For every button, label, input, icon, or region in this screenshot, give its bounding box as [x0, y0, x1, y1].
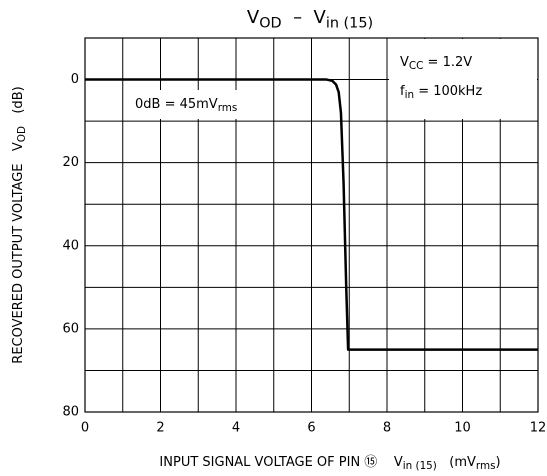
y-axis-label-part: (dB) [11, 86, 26, 126]
chart-title: VOD​ – Vin (15)​ [247, 7, 373, 31]
annotation-part: f [400, 84, 405, 99]
x-tick-label: 0 [81, 421, 89, 436]
x-tick-label: 12 [530, 421, 547, 436]
x-tick-label: 6 [307, 421, 315, 436]
x-tick-label: 10 [454, 421, 471, 436]
data-line [85, 78, 538, 351]
annotation-box [389, 39, 537, 119]
annotation-part: V [400, 55, 409, 70]
x-axis-label-part: INPUT SIGNAL VOLTAGE OF PIN ⑮ V [159, 455, 402, 470]
y-tick-label: 0 [71, 72, 79, 87]
annotation-sub: in [405, 89, 414, 101]
annotation: 0dB = 45mVrms​ [135, 97, 237, 114]
y-tick-label: 60 [62, 321, 79, 336]
x-tick-label: 8 [383, 421, 391, 436]
chart-title-sub: OD [259, 15, 281, 31]
x-axis-label-part: ) [496, 455, 501, 470]
annotation: fin​ = 100kHz [400, 84, 482, 101]
y-tick-label: 20 [62, 155, 79, 170]
x-axis-label-part: (mV [437, 455, 476, 470]
y-axis-label: RECOVERED OUTPUT VOLTAGE VOD​ (dB) [11, 86, 28, 363]
annotation-box [126, 90, 262, 119]
chart-title-part: – V [282, 7, 327, 28]
y-axis-label-part: RECOVERED OUTPUT VOLTAGE V [11, 142, 26, 364]
chart-title-part: V [247, 7, 260, 28]
y-axis-label-sub: OD [16, 126, 28, 142]
chart-title-sub: in (15) [326, 15, 373, 31]
y-tick-label: 40 [62, 238, 79, 253]
x-tick-label: 2 [156, 421, 164, 436]
x-axis-label: INPUT SIGNAL VOLTAGE OF PIN ⑮ Vin (15)​ … [159, 455, 500, 472]
y-tick-label: 80 [62, 405, 79, 420]
plot-frame [84, 37, 539, 413]
x-axis-label-sub: rms [476, 460, 496, 472]
annotation-part: 0dB = 45mV [135, 97, 218, 112]
annotation-sub: CC [409, 60, 424, 72]
annotation-sub: rms [218, 102, 238, 114]
annotation-part: = 100kHz [414, 84, 482, 99]
annotation: VCC​ = 1.2V [400, 55, 472, 72]
x-tick-label: 4 [232, 421, 240, 436]
x-axis-label-sub: in (15) [403, 460, 437, 472]
annotation-part: = 1.2V [423, 55, 472, 70]
